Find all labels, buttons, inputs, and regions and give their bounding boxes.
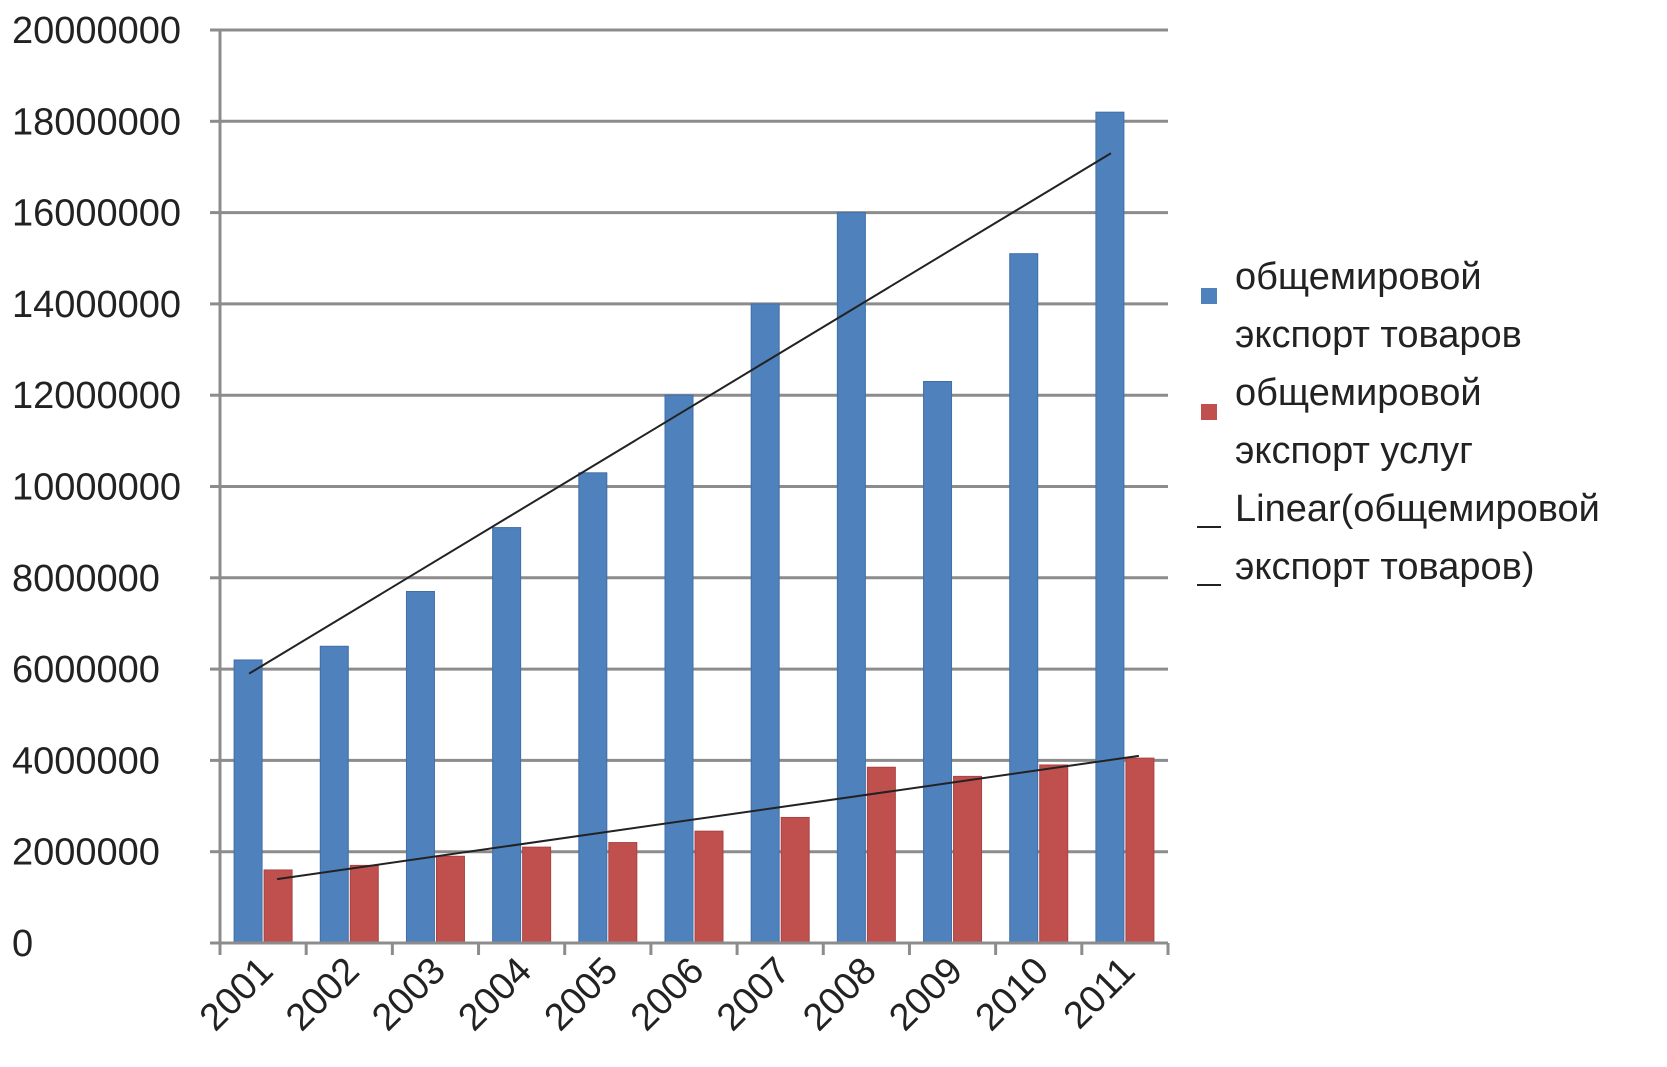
y-tick-label: 12000000 bbox=[12, 375, 181, 417]
y-tick-label: 16000000 bbox=[12, 193, 181, 235]
x-tick-label: 2006 bbox=[623, 950, 712, 1039]
legend: общемировой экспорт товаров общемировой … bbox=[1195, 248, 1665, 596]
bar-goods bbox=[405, 590, 435, 944]
bar-goods bbox=[233, 659, 263, 944]
y-tick-label: 18000000 bbox=[12, 101, 181, 143]
y-tick-label: 20000000 bbox=[12, 10, 181, 52]
bar-goods bbox=[492, 527, 522, 944]
bar-services bbox=[522, 846, 552, 944]
y-axis: 0 2000000 4000000 6000000 8000000 10000000 120… bbox=[12, 10, 222, 965]
bar-services bbox=[1039, 764, 1069, 944]
bar-services bbox=[953, 775, 983, 944]
bar-services bbox=[608, 842, 638, 944]
bar-goods bbox=[1095, 111, 1125, 944]
x-tick-label: 2009 bbox=[881, 950, 970, 1039]
gridlines bbox=[220, 28, 1168, 854]
legend-swatch-trendline bbox=[1197, 526, 1221, 528]
x-tick-label: 2004 bbox=[451, 950, 540, 1039]
legend-item-trendline: Linear(общемировой экспорт товаров) bbox=[1195, 480, 1665, 596]
legend-label-goods: общемировой экспорт товаров bbox=[1235, 256, 1522, 356]
bar-goods bbox=[664, 394, 694, 944]
y-tick-label: 4000000 bbox=[12, 740, 160, 782]
legend-item-services: общемировой экспорт услуг bbox=[1195, 364, 1665, 480]
bar-goods bbox=[836, 212, 866, 944]
bar-services bbox=[866, 766, 896, 944]
bar-goods bbox=[923, 381, 953, 944]
x-tick-label: 2010 bbox=[968, 950, 1057, 1039]
bar-services bbox=[349, 864, 379, 944]
bar-services bbox=[435, 855, 465, 944]
legend-swatch-trendline-2 bbox=[1197, 584, 1221, 586]
y-tick-label: 14000000 bbox=[12, 284, 181, 326]
bar-services bbox=[263, 869, 293, 944]
x-axis: 2001200220032004200520062007200820092010… bbox=[192, 941, 1170, 1039]
trendlines bbox=[248, 152, 1140, 881]
x-tick-label: 2011 bbox=[1056, 950, 1143, 1037]
x-tick-label: 2007 bbox=[709, 950, 798, 1039]
legend-label-services: общемировой экспорт услуг bbox=[1235, 372, 1482, 472]
y-tick-label: 8000000 bbox=[12, 558, 160, 600]
bars bbox=[233, 111, 1155, 944]
x-tick-label: 2002 bbox=[278, 950, 367, 1039]
x-tick-label: 2001 bbox=[192, 950, 281, 1039]
legend-label-trendline: Linear(общемировой экспорт товаров) bbox=[1235, 488, 1600, 588]
y-tick-label: 2000000 bbox=[12, 832, 160, 874]
bar-goods bbox=[319, 645, 349, 944]
legend-swatch-services bbox=[1201, 404, 1217, 420]
x-tick-label: 2008 bbox=[795, 950, 884, 1039]
legend-item-goods: общемировой экспорт товаров bbox=[1195, 248, 1665, 364]
x-tick-label: 2005 bbox=[537, 950, 626, 1039]
bar-services bbox=[1125, 757, 1155, 944]
bar-services bbox=[694, 830, 724, 944]
x-tick-label: 2003 bbox=[364, 950, 453, 1039]
y-tick-label: 0 bbox=[12, 923, 33, 965]
bar-goods bbox=[750, 303, 780, 944]
bar-goods bbox=[1009, 253, 1039, 944]
bar-goods bbox=[578, 472, 608, 944]
y-tick-label: 10000000 bbox=[12, 467, 181, 509]
y-tick-label: 6000000 bbox=[12, 649, 160, 691]
trendline-services bbox=[276, 754, 1140, 881]
trendline-goods bbox=[248, 152, 1112, 675]
bar-services bbox=[780, 816, 810, 944]
legend-swatch-goods bbox=[1201, 288, 1217, 304]
